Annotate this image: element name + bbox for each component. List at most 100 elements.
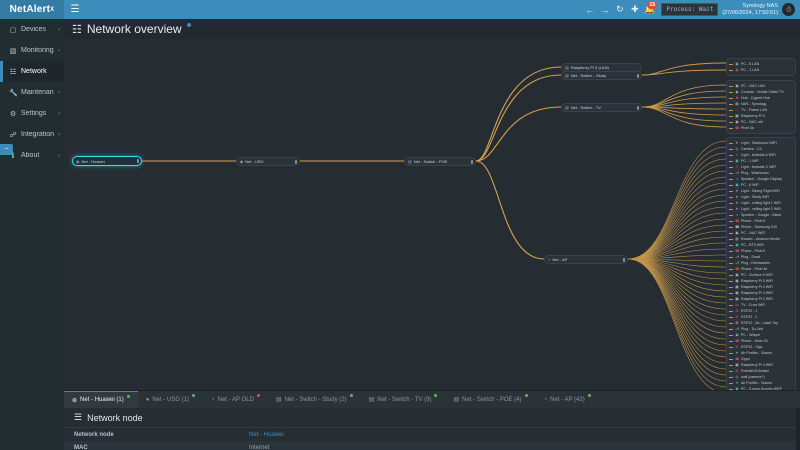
sidebar-item-settings[interactable]: ⚙ Settings ‹ bbox=[0, 103, 64, 124]
list-item[interactable]: ▦ Raspberry Pi 2 WiFi bbox=[729, 296, 793, 302]
node-net-usg[interactable]: ◆ Net - USG bbox=[236, 157, 300, 166]
sidebar-item-about[interactable]: ℹ About ‹ bbox=[0, 145, 64, 166]
list-item[interactable]: ☎ Phone - Pixel 4a bbox=[729, 266, 793, 272]
chevron-left-icon: ‹ bbox=[58, 26, 60, 33]
list-item[interactable]: ▭ TV - Frame LAN bbox=[729, 107, 793, 113]
pc-icon: ▣ bbox=[735, 387, 739, 390]
list-item[interactable]: ☎ Phone - Moto X2 bbox=[729, 338, 793, 344]
list-item[interactable]: ⊞ ESP32 - 2 bbox=[729, 314, 793, 320]
list-item[interactable]: ✶ Air Purifier - Xiaomi bbox=[729, 380, 793, 386]
hamburger-icon[interactable]: ☰ bbox=[70, 4, 80, 15]
list-item[interactable]: ▧ Reader - Amazon Kindle bbox=[729, 236, 793, 242]
node-net-switch-tv[interactable]: ▤ Net - Switch - TV bbox=[561, 103, 642, 112]
tab-net-ap-old[interactable]: ◔ Net - AP OLD bbox=[203, 391, 268, 408]
refresh-icon[interactable]: ↻ bbox=[616, 4, 624, 14]
node-net-huawei[interactable]: ◉ Net - Huawei bbox=[72, 156, 142, 166]
tab-net-huawei-1[interactable]: ⊕ Net - Huawei (1) bbox=[64, 391, 138, 408]
list-item[interactable]: ☎ Phone - Pixel 6 bbox=[729, 218, 793, 224]
node-net-switch-study[interactable]: ▤ Net - Switch - Study bbox=[561, 71, 642, 80]
list-item[interactable]: ▣ PC - NUC LAN bbox=[729, 83, 793, 89]
list-item[interactable]: ☎ Phone - Samsung S10 bbox=[729, 224, 793, 230]
list-item[interactable]: ✱ Hub - Cygnet Hub bbox=[729, 95, 793, 101]
list-item[interactable]: ▣ PC - Wisper bbox=[729, 332, 793, 338]
plus-icon[interactable]: ✚ bbox=[631, 4, 639, 14]
node-label: Net - USG bbox=[245, 159, 264, 164]
list-item[interactable]: ▣ PC - 1 LAN bbox=[729, 67, 793, 73]
list-item[interactable]: ☎ Phone - Pixel 6 bbox=[729, 248, 793, 254]
leaf-group-study[interactable]: ▣ PC - 8 LAN ▣ PC - 1 LAN bbox=[726, 58, 796, 76]
list-item[interactable]: ☀ Light - Sideboard WiFi bbox=[729, 140, 793, 146]
user-menu[interactable]: Synology NAS (27/06/2024, 17:50:51) ☃ bbox=[722, 3, 798, 17]
light-icon: ☀ bbox=[735, 207, 739, 211]
list-item-label: ESP32 - 1 bbox=[741, 309, 758, 313]
list-item[interactable]: ◑ Speaker - Google Display bbox=[729, 176, 793, 182]
list-item[interactable]: ▨ RoboticVA Ibolani bbox=[729, 368, 793, 374]
list-item[interactable]: ☀ Light - Dining Right WiFi bbox=[729, 188, 793, 194]
list-item[interactable]: ☀ Light - Study WiFi bbox=[729, 194, 793, 200]
node-net-switch-poe[interactable]: ▤ Net - Switch - POE bbox=[404, 157, 476, 166]
chevron-left-icon: ‹ bbox=[58, 152, 60, 159]
bell-icon[interactable]: 🔔 15 bbox=[644, 1, 658, 14]
list-item[interactable]: ⎇ Plug - Small bbox=[729, 254, 793, 260]
list-item[interactable]: ▦ Raspberry Pi 0 WiFi bbox=[729, 278, 793, 284]
tab-net-switch-tv-9[interactable]: ▤ Net - Switch - TV (9) bbox=[361, 391, 446, 408]
list-item[interactable]: ▦ Raspberry Pi 4 WiFi bbox=[729, 284, 793, 290]
arrow-right-icon[interactable]: → bbox=[600, 4, 610, 15]
list-item[interactable]: ▣ PC - 5 work Dovolin WRF bbox=[729, 386, 793, 390]
tab-net-ap-42[interactable]: ◔ Net - AP (42) bbox=[536, 391, 599, 408]
list-item[interactable]: ⎇ Plug - Dishwasher bbox=[729, 260, 793, 266]
sidebar-item-monitoring[interactable]: ▧ Monitoring ‹ bbox=[0, 40, 64, 61]
list-item[interactable]: ☎ Pixel 3a bbox=[729, 125, 793, 131]
list-item-label: PC - 1 WiFi bbox=[741, 159, 760, 163]
sidebar-item-maintenance[interactable]: 🔧 Maintenance ‹ bbox=[0, 82, 64, 103]
detail-scrollbar[interactable] bbox=[796, 408, 800, 450]
tab-net-switch-poe-4[interactable]: ▤ Net - Switch - POE (4) bbox=[445, 391, 535, 408]
user-avatar-icon[interactable]: ☃ bbox=[782, 3, 795, 16]
list-item[interactable]: ◉ Console - Nvidia Shield TV bbox=[729, 89, 793, 95]
leaf-group-tv[interactable]: ▣ PC - NUC LAN ◉ Console - Nvidia Shield TV… bbox=[726, 80, 796, 134]
tab-net-switch-study-2[interactable]: ▤ Net - Switch - Study (2) bbox=[268, 391, 361, 408]
list-item[interactable]: ⊞ ESP32 - 3a - Laser Toy bbox=[729, 320, 793, 326]
list-item[interactable]: ▤ NAS - Synology bbox=[729, 101, 793, 107]
list-item[interactable]: ☎ Oppo bbox=[729, 356, 793, 362]
list-item[interactable]: ☀ Light - bedside C WiFi bbox=[729, 164, 793, 170]
list-item[interactable]: ⎇ Plug - Washroom bbox=[729, 170, 793, 176]
arrow-left-icon[interactable]: ← bbox=[585, 4, 595, 15]
detail-value-link[interactable]: Net - Huawei bbox=[249, 431, 284, 438]
list-item[interactable]: ▦ Raspberry Pi 4 WiFi bbox=[729, 362, 793, 368]
sidebar-item-devices[interactable]: ▢ Devices ‹ bbox=[0, 19, 64, 40]
node-net-ap[interactable]: ◐ Net - AP bbox=[544, 255, 628, 264]
list-item[interactable]: ▣ PC - NUC WiFi bbox=[729, 230, 793, 236]
list-item[interactable]: ◎ wall (camera?) bbox=[729, 374, 793, 380]
leaf-group-ap[interactable]: ☀ Light - Sideboard WiFi ◎ Camera - C3 ☀ Ligh… bbox=[726, 137, 796, 390]
tab-net-usg-1[interactable]: ● Net - USG (1) bbox=[138, 391, 203, 408]
sidebar-item-integrations[interactable]: ☍ Integrations ‹ bbox=[0, 124, 64, 145]
link-dash bbox=[729, 172, 733, 174]
app-logo[interactable]: NetAlert X bbox=[0, 0, 64, 19]
list-item[interactable]: ◑ Speaker - Google - Black bbox=[729, 212, 793, 218]
list-item[interactable]: ▦ Raspberry Pi 4 bbox=[729, 113, 793, 119]
list-item[interactable]: ▣ PC - 8 WiFi bbox=[729, 182, 793, 188]
list-item[interactable]: ▣ PC - 1 WiFi bbox=[729, 158, 793, 164]
phone-icon: ☎ bbox=[735, 267, 740, 271]
list-item[interactable]: ⊞ ESP32 - Vigo bbox=[729, 344, 793, 350]
list-item[interactable]: ⎇ Plug - Tp-Link bbox=[729, 326, 793, 332]
list-item[interactable]: ▣ PC - BT5 WiFi bbox=[729, 242, 793, 248]
list-item[interactable]: ◎ Camera - C3 bbox=[729, 146, 793, 152]
list-item[interactable]: ▣ PC - 8 LAN bbox=[729, 61, 793, 67]
list-item[interactable]: ☀ Light - ceiling light 1 WiFi bbox=[729, 200, 793, 206]
link-dash bbox=[729, 232, 733, 234]
list-item[interactable]: ▣ PC - NUC old bbox=[729, 119, 793, 125]
list-item[interactable]: ⊞ ESP32 - 1 bbox=[729, 308, 793, 314]
list-item[interactable]: ☀ Light - ceiling light 2 WiFi bbox=[729, 206, 793, 212]
network-diagram-canvas[interactable]: ◉ Net - Huawei ◆ Net - USG ▤ Net - Switc… bbox=[64, 39, 800, 390]
list-item[interactable]: ✶ Air Purifier - Xiaomi bbox=[729, 350, 793, 356]
list-item[interactable]: ▦ Raspberry Pi 3 WiFi bbox=[729, 290, 793, 296]
light-icon: ☀ bbox=[735, 201, 739, 205]
sidebar-item-network[interactable]: ☷ Network bbox=[0, 61, 64, 82]
list-item[interactable]: ▣ PC - Surface 6 WiFi bbox=[729, 272, 793, 278]
sidebar-collapse-toggle[interactable]: − bbox=[0, 144, 13, 155]
list-item-label: Light - Study WiFi bbox=[741, 195, 770, 199]
list-item[interactable]: ▭ TV - Crow WiFi bbox=[729, 302, 793, 308]
list-item[interactable]: ☀ Light - bedside A WiFi bbox=[729, 152, 793, 158]
